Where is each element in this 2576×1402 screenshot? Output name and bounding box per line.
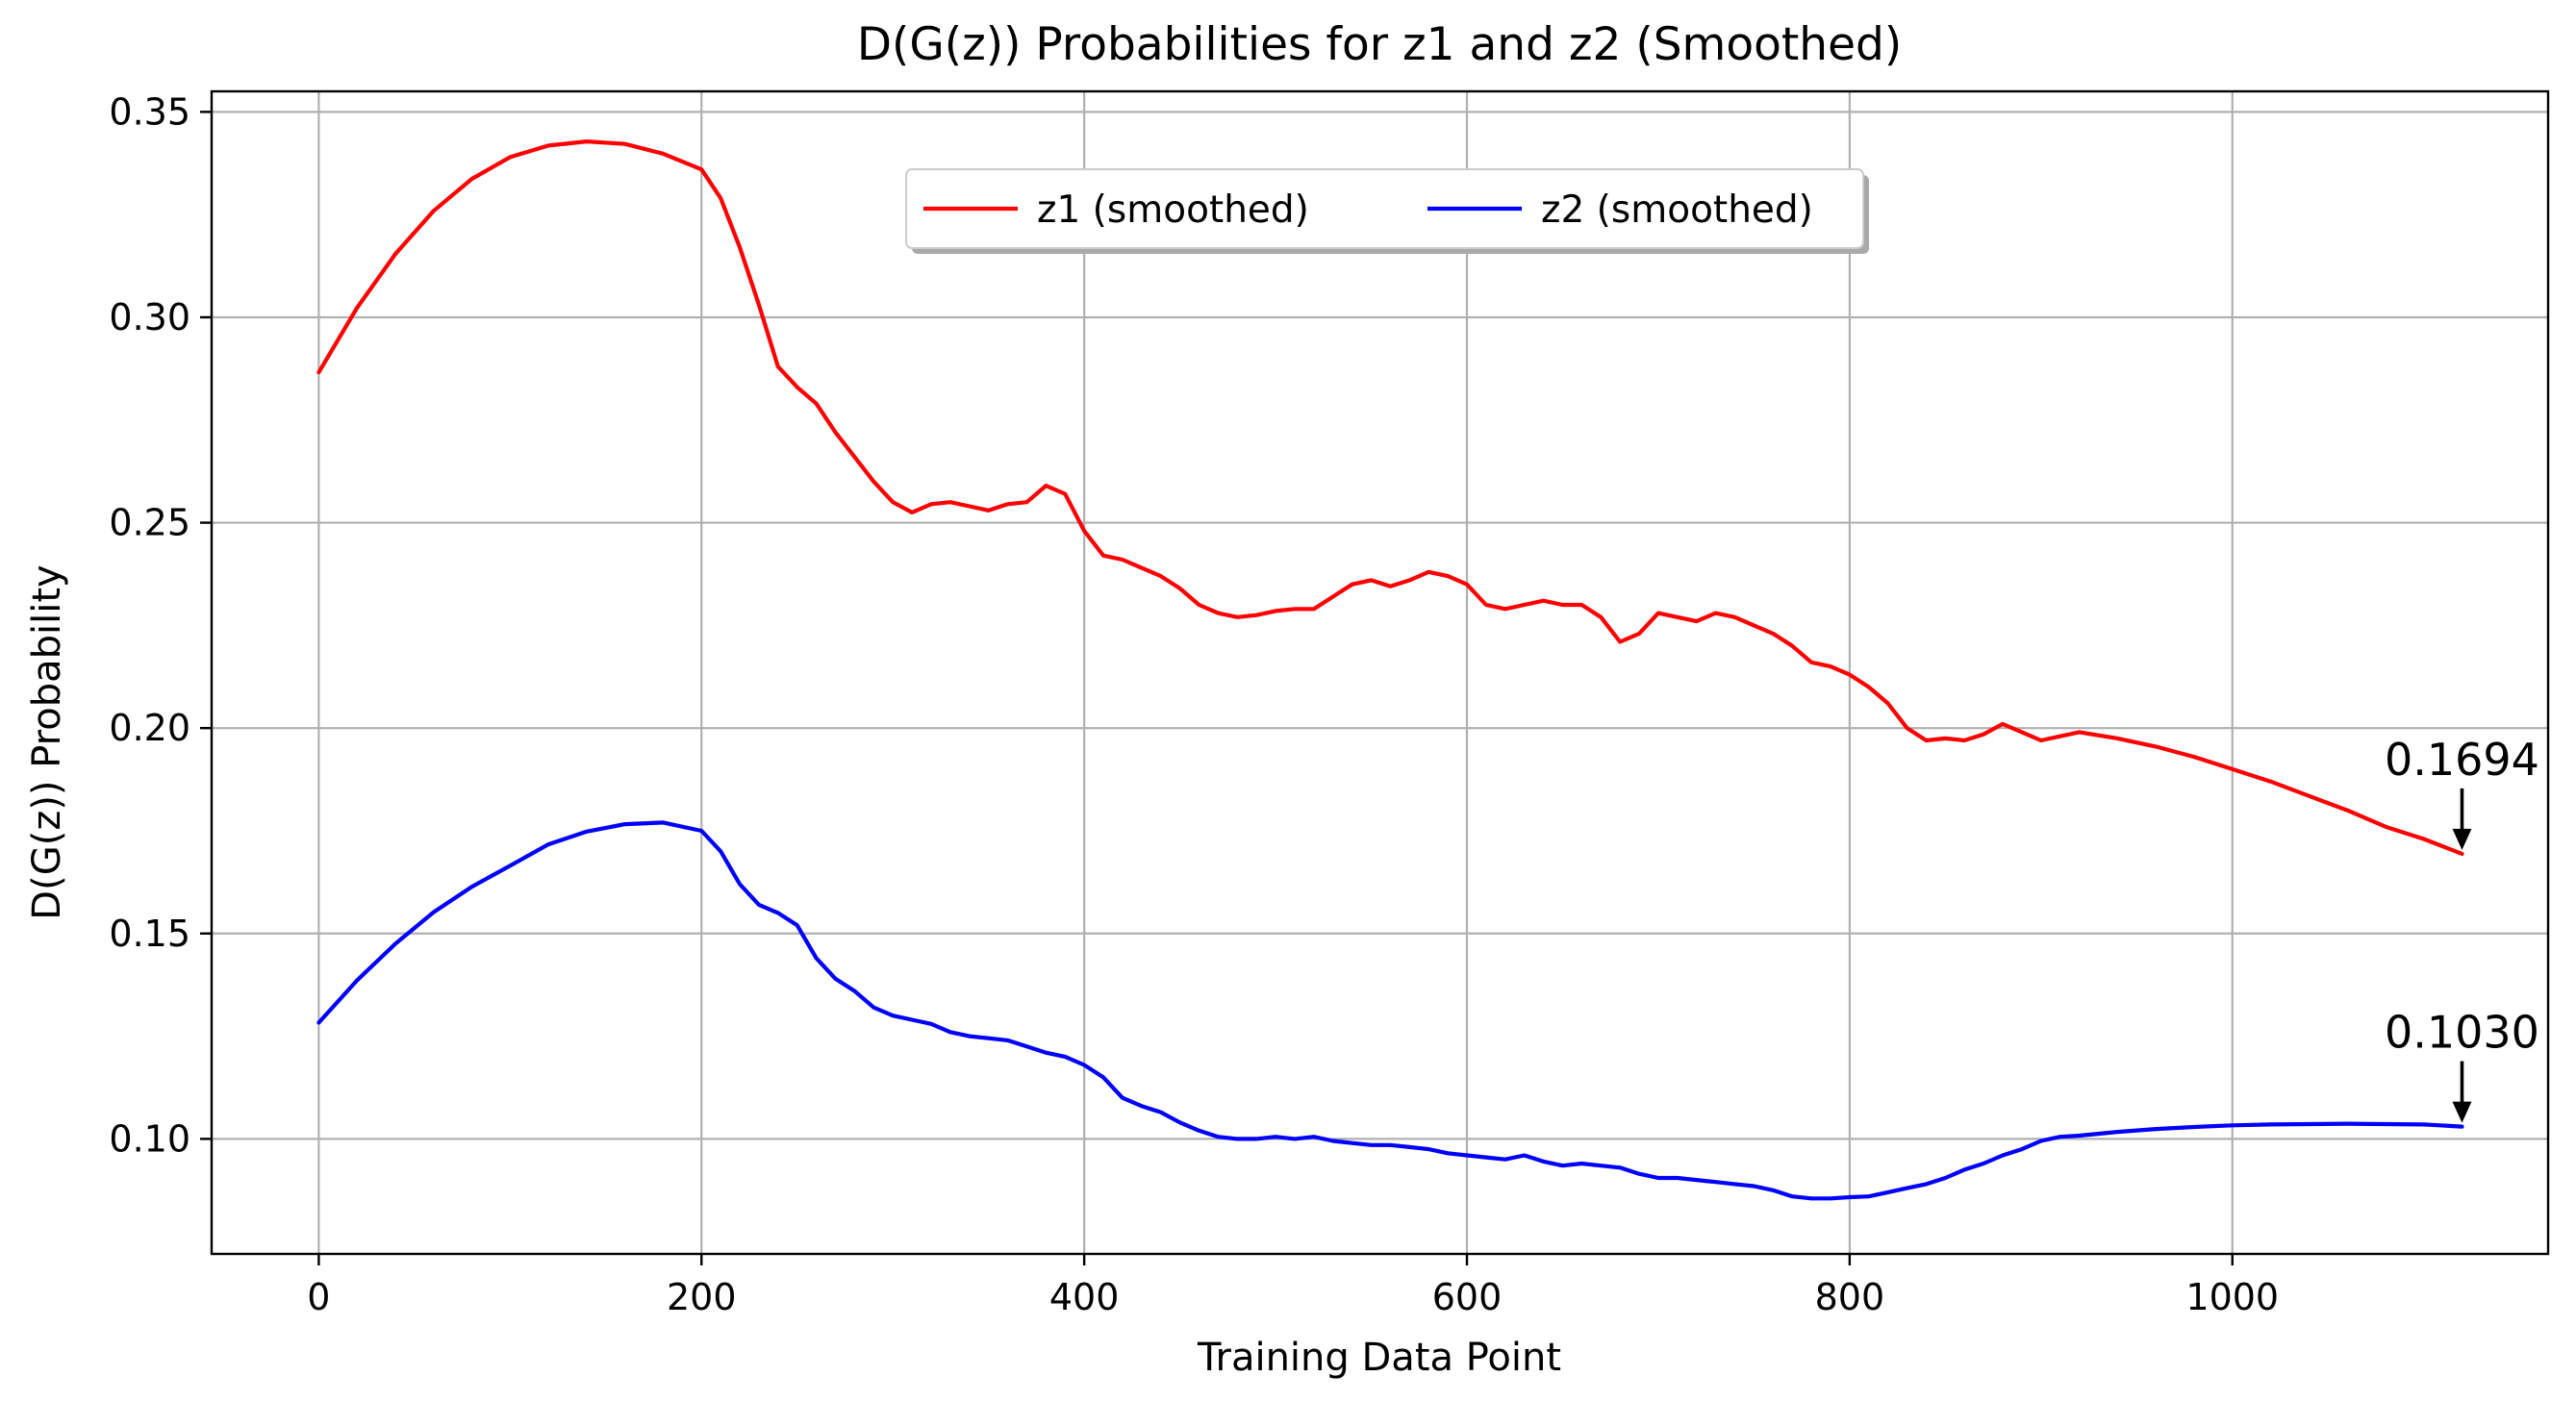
annotations: 0.1694 0.1030 [2385, 734, 2539, 1123]
annotation-label-2: 0.1030 [2385, 1007, 2539, 1059]
series-line-1 [316, 139, 2464, 857]
y-tick-label: 0.25 [109, 502, 190, 544]
x-tick-label: 600 [1432, 1276, 1503, 1318]
legend-box [905, 168, 1864, 249]
legend: z1 (smoothed) z2 (smoothed) [905, 168, 1869, 254]
x-tick-label: 200 [667, 1276, 737, 1318]
annotation-label-1: 0.1694 [2385, 734, 2539, 786]
series-line-2 [316, 820, 2464, 1201]
x-tick-label: 800 [1815, 1276, 1885, 1318]
y-tick-label: 0.35 [109, 90, 190, 133]
axis-ticks: 0 200 400 600 800 1000 0.10 0.15 0.20 0.25 0.30 0.3… [109, 90, 2279, 1318]
plot-area-frame [210, 89, 2550, 1256]
y-tick-label: 0.10 [109, 1117, 190, 1160]
y-axis-label: D(G(z)) Probability [25, 564, 69, 919]
series-lines [316, 139, 2464, 1201]
chart-title: D(G(z)) Probabilities for z1 and z2 (Smo… [857, 18, 1902, 71]
x-axis-label: Training Data Point [1197, 1336, 1561, 1380]
annotation-arrowhead [2452, 828, 2472, 850]
x-tick-label: 0 [307, 1276, 330, 1318]
annotation-arrowhead [2452, 1101, 2472, 1123]
y-tick-label: 0.15 [109, 913, 190, 955]
legend-label-2: z2 (smoothed) [1541, 188, 1813, 232]
legend-label-1: z1 (smoothed) [1037, 188, 1309, 232]
grid-lines [212, 91, 2548, 1254]
x-tick-label: 400 [1049, 1276, 1120, 1318]
y-tick-label: 0.30 [109, 296, 190, 338]
x-tick-label: 1000 [2185, 1276, 2279, 1318]
y-tick-label: 0.20 [109, 707, 190, 749]
